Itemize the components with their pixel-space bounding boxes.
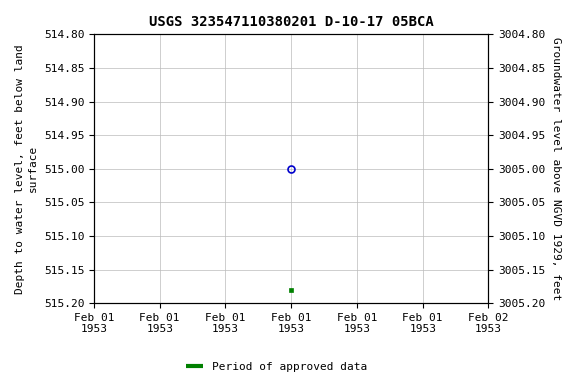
Y-axis label: Depth to water level, feet below land
surface: Depth to water level, feet below land su…	[15, 44, 38, 294]
Title: USGS 323547110380201 D-10-17 05BCA: USGS 323547110380201 D-10-17 05BCA	[149, 15, 434, 29]
Y-axis label: Groundwater level above NGVD 1929, feet: Groundwater level above NGVD 1929, feet	[551, 37, 561, 300]
Legend: Period of approved data: Period of approved data	[181, 358, 372, 377]
